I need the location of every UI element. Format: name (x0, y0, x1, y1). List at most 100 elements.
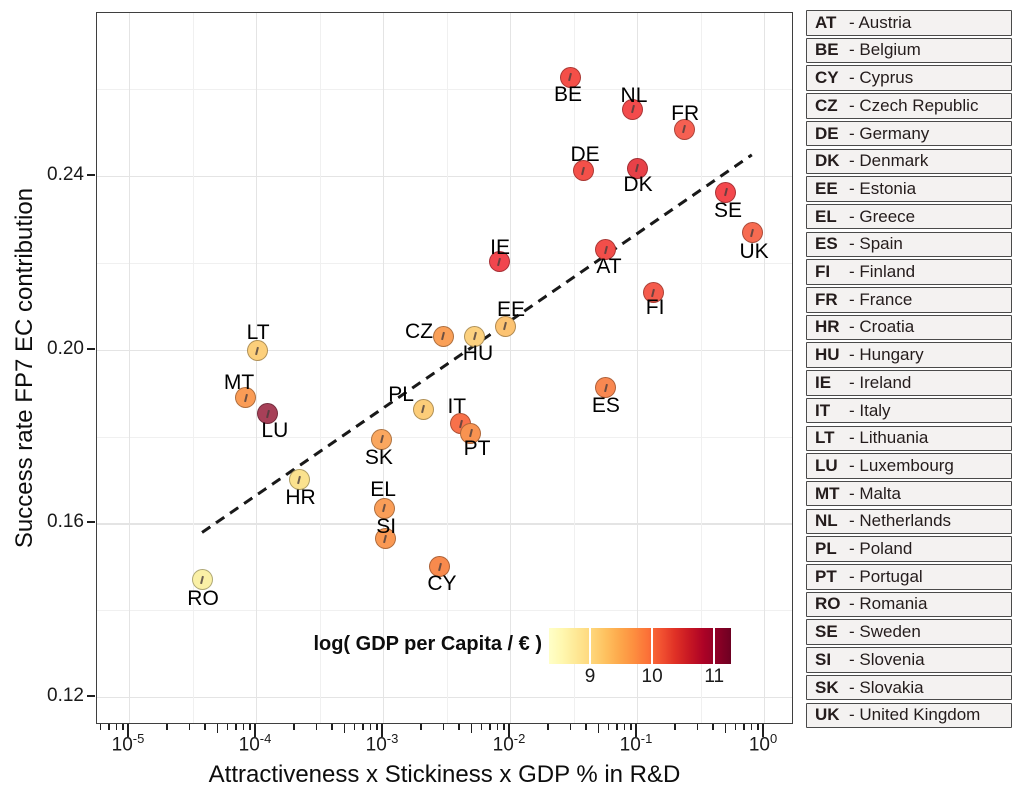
x-axis-minor-tick (743, 724, 745, 730)
legend-country-name: - Luxembourg (849, 455, 954, 475)
legend-country-name: - Cyprus (849, 68, 914, 88)
legend-item-SE: SE - Sweden (806, 619, 1012, 645)
x-axis-minor-tick (249, 724, 251, 730)
legend-country-name: - Portugal (849, 566, 923, 586)
x-tick-label: 10-5 (111, 731, 145, 756)
y-axis-tick (87, 174, 95, 176)
legend-item-LU: LU - Luxembourg (806, 453, 1012, 479)
y-tick-label: 0.20 (47, 337, 84, 359)
legend-country-name: - Estonia (849, 178, 917, 198)
x-axis-minor-tick (734, 724, 737, 730)
point-label-PL: PL (388, 383, 414, 407)
legend-code: HR (815, 317, 840, 337)
x-axis-minor-tick (216, 724, 219, 733)
y-major-gridline (97, 523, 792, 525)
point-label-ES: ES (591, 393, 620, 417)
legend-item-IT: IT - Italy (806, 397, 1012, 424)
x-axis-minor-tick (226, 724, 229, 730)
legend-code: HU (815, 345, 840, 365)
legend-country-name: - Greece (849, 206, 916, 226)
point-label-HU: HU (462, 342, 494, 366)
x-axis-minor-tick (470, 724, 473, 733)
point-label-SE: SE (713, 199, 742, 223)
x-axis-minor-tick (362, 724, 364, 730)
point-label-EE: EE (497, 298, 526, 322)
legend-country-name: - Croatia (849, 317, 915, 337)
legend-code: EL (815, 206, 837, 226)
legend-code: UK (815, 705, 840, 725)
point-label-LU: LU (261, 418, 289, 442)
legend-country-name: - Slovakia (849, 677, 924, 697)
y-minor-gridline (97, 610, 792, 612)
legend-item-AT: AT - Austria (806, 10, 1012, 36)
point-label-IT: IT (447, 394, 467, 418)
point-label-MT: MT (223, 370, 255, 394)
point-label-SK: SK (364, 446, 393, 470)
legend-code: CZ (815, 95, 838, 115)
legend-country-name: - United Kingdom (849, 705, 981, 725)
point-label-FI: FI (645, 295, 665, 319)
x-axis-minor-tick (108, 724, 110, 730)
legend-item-FR: FR - France (806, 287, 1012, 313)
x-minor-gridline (319, 13, 321, 723)
x-axis-minor-tick (99, 724, 102, 730)
legend-code: LU (815, 455, 838, 475)
x-axis-major-tick (762, 724, 764, 737)
colorbar-gradient (549, 628, 731, 664)
colorbar-tick (588, 628, 591, 664)
x-axis-minor-tick (293, 724, 295, 730)
point-label-DK: DK (623, 173, 653, 197)
y-axis-tick (87, 521, 95, 524)
x-axis-minor-tick (607, 724, 610, 730)
x-tick-label: 10-2 (492, 731, 526, 756)
legend-country-name: - Denmark (849, 151, 929, 171)
legend-item-NL: NL - Netherlands (806, 508, 1012, 535)
x-tick-label: 10-1 (619, 731, 653, 756)
point-label-DE: DE (570, 142, 600, 166)
legend-country-name: - Malta (849, 483, 901, 503)
legend-country-name: - Lithuania (849, 428, 929, 448)
x-major-gridline (764, 13, 766, 723)
legend-code: ES (815, 234, 838, 254)
x-axis-minor-tick (503, 724, 505, 730)
point-label-FR: FR (671, 102, 700, 126)
x-tick-label: 10-3 (365, 731, 399, 756)
x-axis-major-tick (254, 724, 256, 737)
y-minor-gridline (97, 89, 792, 91)
point-label-CZ: CZ (405, 320, 434, 344)
legend-item-PL: PL - Poland (806, 536, 1012, 562)
x-tick-label: 100 (748, 731, 778, 756)
legend-code: SE (815, 622, 838, 642)
legend-item-CY: CY - Cyprus (806, 65, 1012, 91)
legend-item-EL: EL - Greece (806, 203, 1012, 230)
legend-country-name: - France (849, 289, 913, 309)
x-axis-minor-tick (480, 724, 483, 730)
colorbar-tick-label: 9 (584, 666, 596, 687)
x-axis-minor-tick (343, 724, 346, 733)
x-axis-minor-tick (315, 724, 318, 730)
colorbar-tick (651, 628, 654, 664)
y-tick-label: 0.24 (47, 164, 84, 185)
x-axis-minor-tick (547, 724, 549, 730)
legend-country-name: - Netherlands (849, 511, 952, 531)
y-minor-gridline (97, 436, 792, 438)
legend-code: CY (815, 68, 839, 88)
x-minor-gridline (192, 13, 194, 723)
point-label-SI: SI (376, 514, 397, 538)
y-tick-label: 0.12 (47, 685, 84, 706)
point-label-BE: BE (554, 83, 583, 106)
x-axis-minor-tick (597, 724, 600, 733)
x-axis-minor-tick (496, 724, 499, 730)
point-label-RO: RO (187, 586, 219, 610)
x-axis-minor-tick (122, 724, 124, 730)
legend-item-PT: PT - Portugal (806, 564, 1012, 590)
legend-item-SK: SK - Slovakia (806, 674, 1012, 701)
y-major-gridline (97, 176, 792, 178)
x-minor-gridline (700, 13, 702, 723)
point-label-UK: UK (739, 239, 769, 263)
x-major-gridline (256, 13, 258, 723)
point-label-HR: HR (285, 485, 316, 509)
x-minor-gridline (446, 13, 448, 723)
x-major-gridline (383, 13, 385, 723)
